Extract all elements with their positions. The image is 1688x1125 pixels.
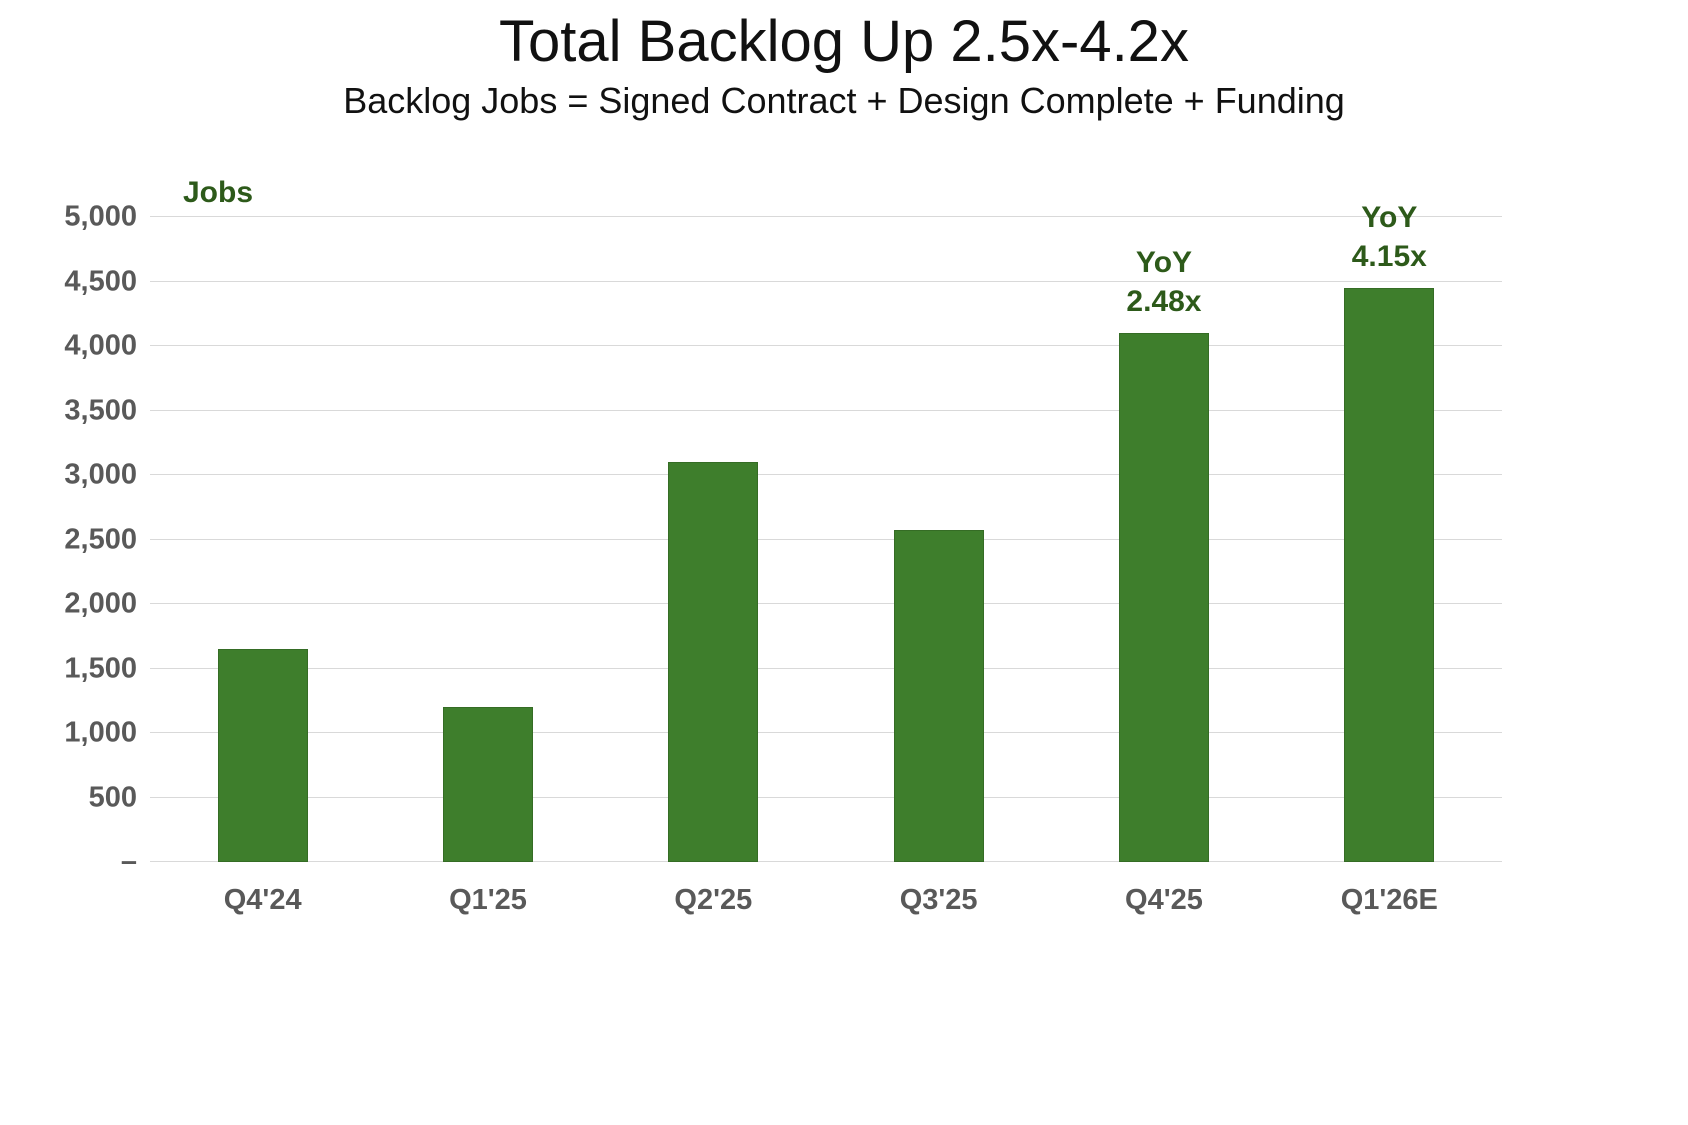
slide-subtitle: Backlog Jobs = Signed Contract + Design … [343, 80, 1345, 121]
x-axis-label: Q4'24 [223, 884, 302, 916]
bar-slot: Q1'25 [375, 217, 600, 916]
y-tick-label: 4,500 [64, 265, 137, 297]
x-axis-label: Q2'25 [674, 884, 753, 916]
bar-slot: YoY 4.15x Q1'26E [1277, 201, 1502, 916]
y-tick-label: 5,000 [64, 200, 137, 233]
y-tick-label: 2,000 [64, 587, 137, 620]
gridline [150, 409, 1502, 411]
plot-area [150, 216, 1502, 862]
bar-q4-24 [217, 649, 308, 862]
x-axis-label: Q1'25 [449, 884, 527, 916]
bar-q3-25 [893, 530, 984, 862]
y-tick-label: 500 [88, 781, 137, 813]
slide-title: Total Backlog Up 2.5x-4.2x [499, 9, 1189, 74]
bar-q2-25 [668, 462, 759, 862]
y-axis-tick-labels: – 500 1,000 1,500 2,000 2,500 3,000 3,500 4,000 4… [22, 201, 137, 878]
gridline [150, 732, 1502, 733]
slide-footer: SUNPWER® 27 Justin Cooper: 3-21-2026 HEL… [0, 995, 1688, 1125]
bar-q4-25 [1118, 333, 1209, 862]
y-tick-label: 3,000 [64, 458, 137, 491]
gridline [150, 667, 1502, 669]
gridline [150, 603, 1502, 604]
bar-annotation: YoY 4.15x [1351, 200, 1427, 273]
y-tick-label: – [120, 845, 137, 878]
gridline [150, 280, 1502, 282]
bar-q1-25 [442, 707, 533, 862]
x-axis-label: Q4'25 [1125, 884, 1203, 916]
y-tick-label: 4,000 [64, 329, 137, 362]
gridline [150, 345, 1502, 346]
bar-slot: Q2'25 [601, 217, 826, 916]
gridline [150, 796, 1502, 798]
bar-slot: YoY 2.48x Q4'25 [1051, 217, 1276, 916]
gridline [150, 216, 1502, 217]
gridline [150, 538, 1502, 540]
bar-slot: Q3'25 [826, 217, 1051, 916]
y-tick-label: 3,500 [64, 394, 137, 426]
y-axis-title: Jobs [183, 176, 254, 209]
bar-annotation: YoY 2.48x [1126, 246, 1202, 319]
y-tick-label: 2,500 [64, 523, 137, 555]
bar-q1-26e [1344, 287, 1435, 862]
bar-chart: – 500 1,000 1,500 2,000 2,500 3,000 3,500 4,000 4… [64, 201, 1502, 916]
bars-container: Q4'24 Q1'25 Q2'25 Q3'25 YoY 2.48x Q4'25 YoY 4.… [150, 201, 1502, 916]
y-tick-label: 1,500 [64, 652, 137, 684]
gridline [150, 474, 1502, 475]
x-axis-label: Q1'26E [1340, 884, 1438, 916]
gridline [150, 861, 1502, 862]
x-axis-label: Q3'25 [899, 884, 978, 916]
bar-slot: Q4'24 [150, 217, 375, 916]
y-tick-label: 1,000 [64, 716, 137, 749]
